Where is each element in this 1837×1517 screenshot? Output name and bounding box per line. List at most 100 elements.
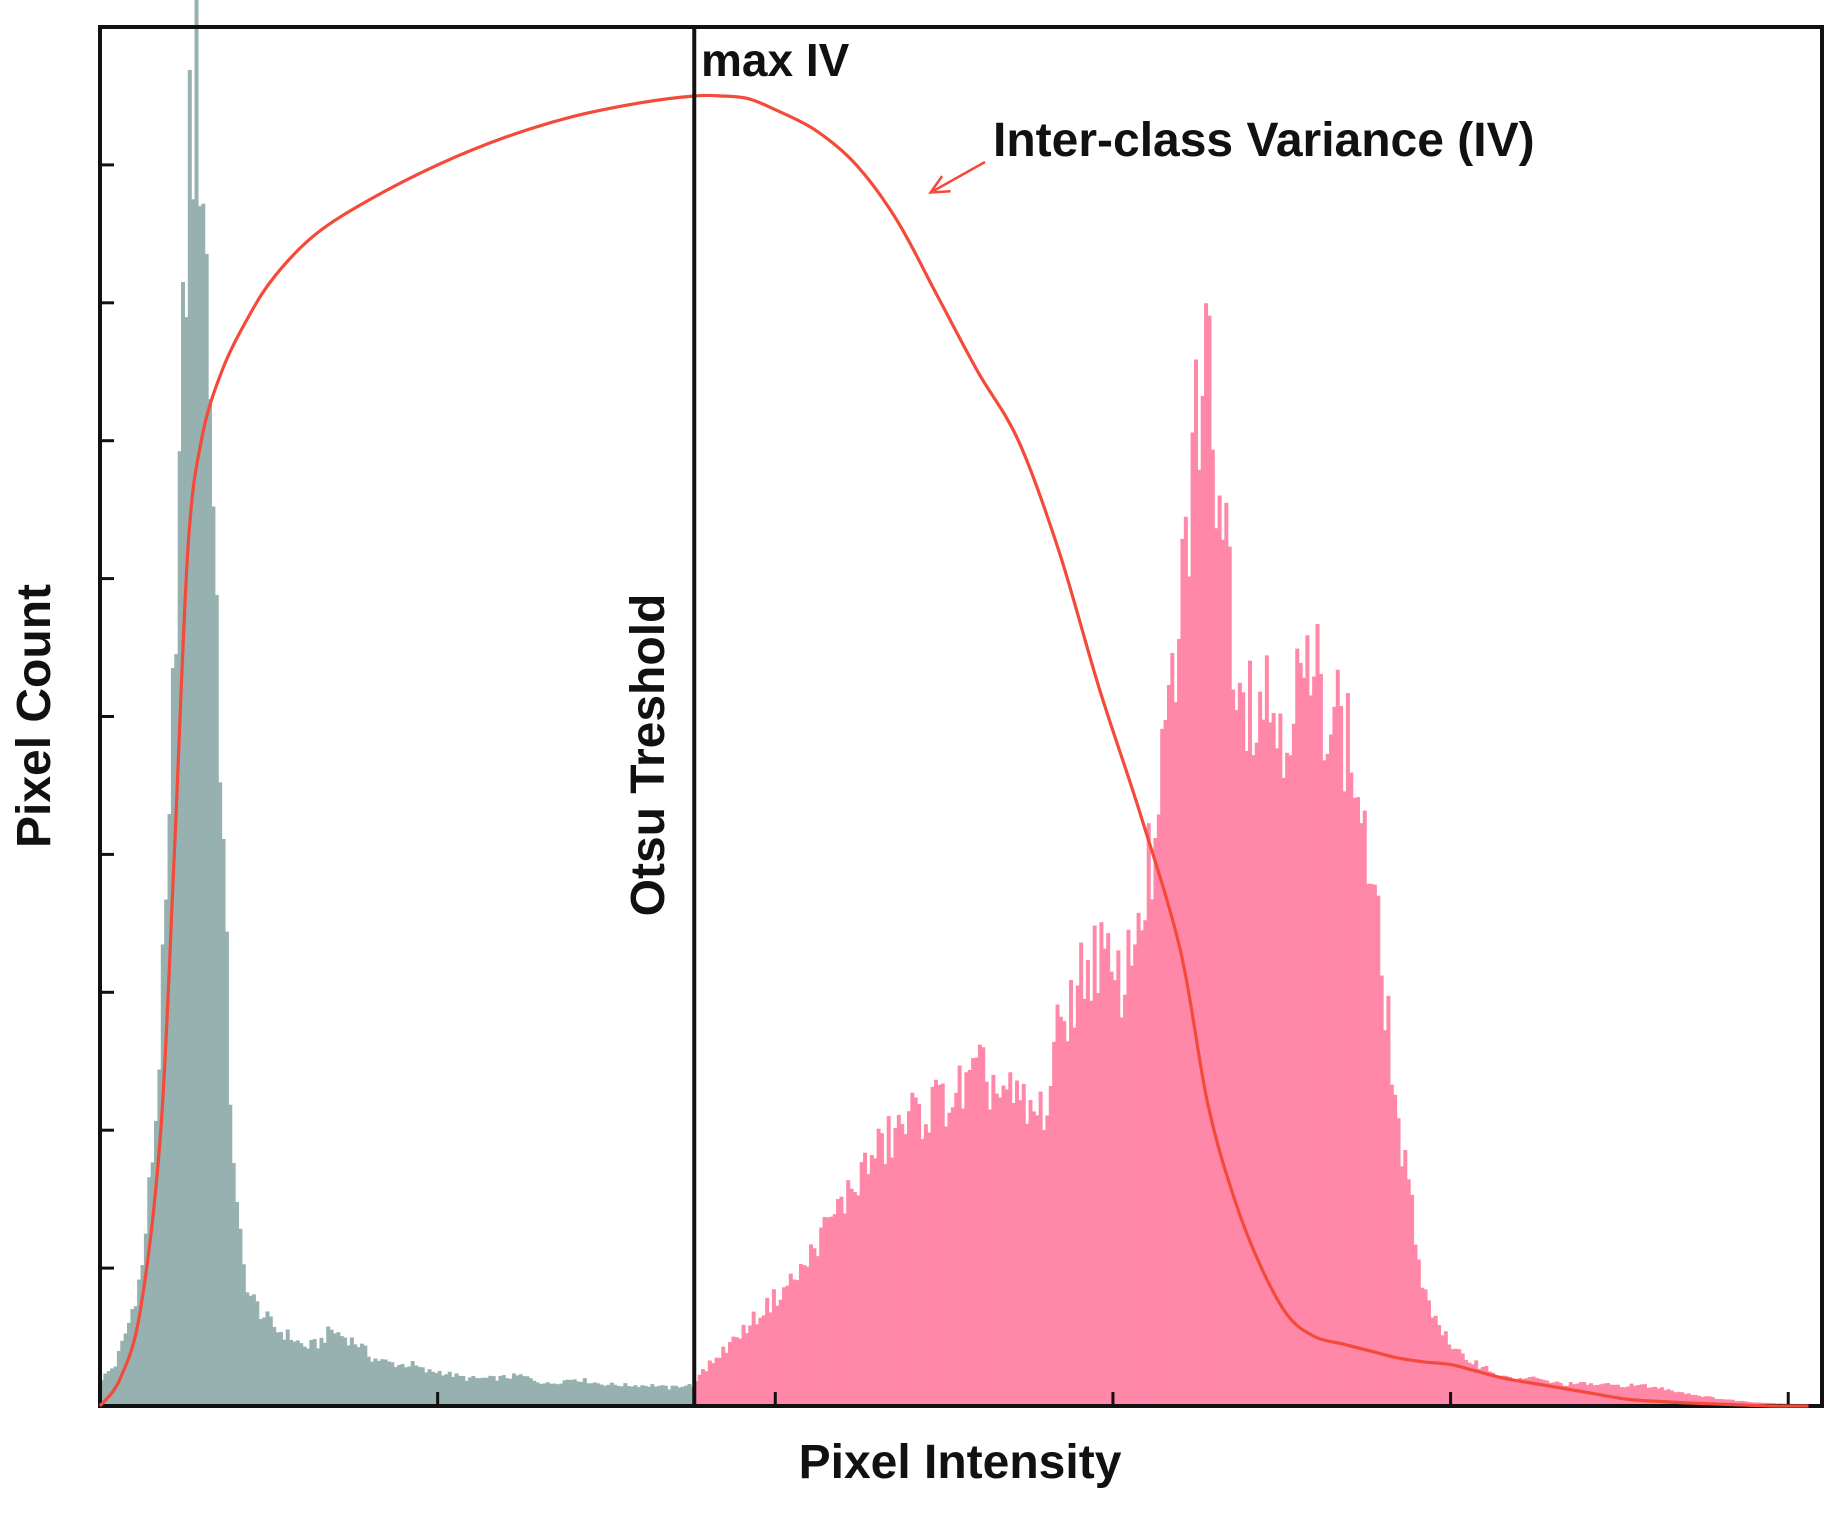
background-histogram-bar bbox=[224, 931, 229, 1406]
background-histogram-bar bbox=[441, 1375, 445, 1406]
background-histogram-bar bbox=[545, 1382, 550, 1406]
foreground-histogram-bar bbox=[1123, 994, 1128, 1406]
background-histogram-bar bbox=[154, 1120, 158, 1406]
background-histogram-bar bbox=[613, 1384, 618, 1406]
foreground-histogram-bar bbox=[758, 1317, 763, 1406]
foreground-histogram-bar bbox=[1605, 1383, 1610, 1406]
background-histogram-bar bbox=[285, 1329, 290, 1406]
background-histogram-bar bbox=[157, 1069, 162, 1406]
background-histogram-bar bbox=[454, 1373, 459, 1406]
foreground-histogram-bar bbox=[1335, 669, 1340, 1406]
foreground-histogram-bar bbox=[903, 1134, 908, 1406]
foreground-histogram bbox=[694, 303, 1816, 1407]
background-histogram-bar bbox=[312, 1339, 317, 1406]
foreground-histogram-bar bbox=[1298, 662, 1303, 1406]
foreground-histogram-bar bbox=[988, 1109, 992, 1406]
foreground-histogram-bar bbox=[879, 1133, 884, 1406]
foreground-histogram-bar bbox=[1649, 1387, 1654, 1406]
background-histogram-bar bbox=[660, 1385, 665, 1406]
background-histogram-bar bbox=[525, 1376, 530, 1406]
foreground-histogram-bar bbox=[1453, 1348, 1458, 1406]
background-histogram-bar bbox=[400, 1363, 405, 1406]
foreground-histogram-bar bbox=[1224, 502, 1229, 1406]
background-histogram-bar bbox=[461, 1376, 466, 1406]
foreground-histogram-bar bbox=[1200, 395, 1205, 1406]
background-histogram-bar bbox=[245, 1292, 250, 1406]
foreground-histogram-bar bbox=[819, 1227, 824, 1406]
foreground-histogram-bar bbox=[947, 1112, 952, 1406]
foreground-histogram-bar bbox=[876, 1128, 881, 1406]
foreground-histogram-bar bbox=[795, 1280, 800, 1406]
background-histogram-bar bbox=[484, 1377, 489, 1406]
background-histogram-bar bbox=[194, 0, 199, 1407]
foreground-histogram-bar bbox=[846, 1180, 851, 1406]
background-histogram-bar bbox=[359, 1343, 364, 1406]
foreground-histogram-bar bbox=[866, 1174, 871, 1406]
foreground-histogram-bar bbox=[734, 1337, 739, 1406]
foreground-histogram-bar bbox=[842, 1213, 847, 1406]
background-histogram-bar bbox=[336, 1332, 341, 1406]
foreground-histogram-bar bbox=[1271, 712, 1276, 1406]
foreground-histogram-bar bbox=[1305, 635, 1310, 1406]
foreground-histogram-bar bbox=[944, 1126, 949, 1406]
foreground-histogram-bar bbox=[1376, 895, 1381, 1406]
background-histogram-bar bbox=[319, 1337, 324, 1406]
foreground-histogram-bar bbox=[1700, 1396, 1705, 1406]
foreground-histogram-bar bbox=[849, 1188, 854, 1406]
foreground-histogram-bar bbox=[1143, 920, 1148, 1406]
max-iv-label: max IV bbox=[701, 34, 850, 86]
foreground-histogram-bar bbox=[937, 1084, 942, 1406]
foreground-histogram-bar bbox=[1372, 884, 1377, 1406]
foreground-histogram-bar bbox=[1568, 1382, 1573, 1406]
background-histogram-bar bbox=[258, 1319, 263, 1406]
foreground-histogram-bar bbox=[1707, 1396, 1712, 1406]
foreground-histogram-bar bbox=[1345, 693, 1350, 1406]
foreground-histogram-bar bbox=[792, 1279, 797, 1406]
foreground-histogram-bar bbox=[1622, 1387, 1627, 1406]
foreground-histogram-bar bbox=[1315, 624, 1320, 1406]
foreground-histogram-bar bbox=[1268, 722, 1273, 1406]
foreground-histogram-bar bbox=[1524, 1378, 1529, 1406]
background-histogram-bar bbox=[305, 1348, 310, 1406]
background-histogram-bar bbox=[174, 654, 179, 1406]
foreground-histogram-bar bbox=[1450, 1349, 1455, 1406]
background-histogram-bar bbox=[603, 1385, 608, 1406]
background-histogram-bar bbox=[295, 1340, 300, 1406]
foreground-histogram-bar bbox=[707, 1360, 712, 1406]
foreground-histogram-bar bbox=[1426, 1300, 1431, 1406]
foreground-histogram-bar bbox=[775, 1305, 780, 1406]
background-histogram-bar bbox=[501, 1375, 506, 1406]
foreground-histogram-bar bbox=[964, 1072, 969, 1406]
foreground-histogram-bar bbox=[1713, 1398, 1718, 1406]
background-histogram-bar bbox=[292, 1341, 297, 1406]
foreground-histogram-bar bbox=[1582, 1382, 1587, 1406]
foreground-histogram-bar bbox=[1484, 1365, 1489, 1406]
foreground-histogram-bar bbox=[1160, 728, 1165, 1406]
foreground-histogram-bar bbox=[890, 1157, 895, 1406]
foreground-histogram-bar bbox=[1204, 303, 1209, 1407]
foreground-histogram-bar bbox=[825, 1217, 830, 1406]
foreground-histogram-bar bbox=[961, 1108, 965, 1406]
foreground-histogram-bar bbox=[1150, 899, 1155, 1406]
foreground-histogram-bar bbox=[977, 1044, 982, 1406]
y-axis-ticks bbox=[100, 25, 114, 1270]
foreground-histogram-bar bbox=[771, 1289, 776, 1406]
foreground-histogram-bar bbox=[1680, 1392, 1685, 1406]
background-histogram-bar bbox=[150, 1162, 155, 1406]
background-histogram-bar bbox=[160, 944, 165, 1406]
background-histogram-bar bbox=[532, 1380, 537, 1406]
background-histogram-bar bbox=[684, 1385, 689, 1406]
background-histogram-bar bbox=[522, 1376, 527, 1406]
background-histogram-bar bbox=[528, 1378, 533, 1406]
background-histogram-bar bbox=[248, 1295, 253, 1406]
foreground-histogram-bar bbox=[1241, 692, 1246, 1406]
foreground-histogram-bar bbox=[1180, 538, 1185, 1406]
background-histogram-bar bbox=[197, 206, 202, 1406]
foreground-histogram-bar bbox=[748, 1325, 753, 1406]
foreground-histogram-bar bbox=[883, 1164, 888, 1406]
background-histogram-bar bbox=[349, 1337, 354, 1406]
background-histogram-bar bbox=[592, 1382, 597, 1406]
foreground-histogram-bar bbox=[1018, 1100, 1023, 1406]
foreground-histogram-bar bbox=[1153, 838, 1158, 1406]
foreground-histogram-bar bbox=[1585, 1384, 1590, 1406]
